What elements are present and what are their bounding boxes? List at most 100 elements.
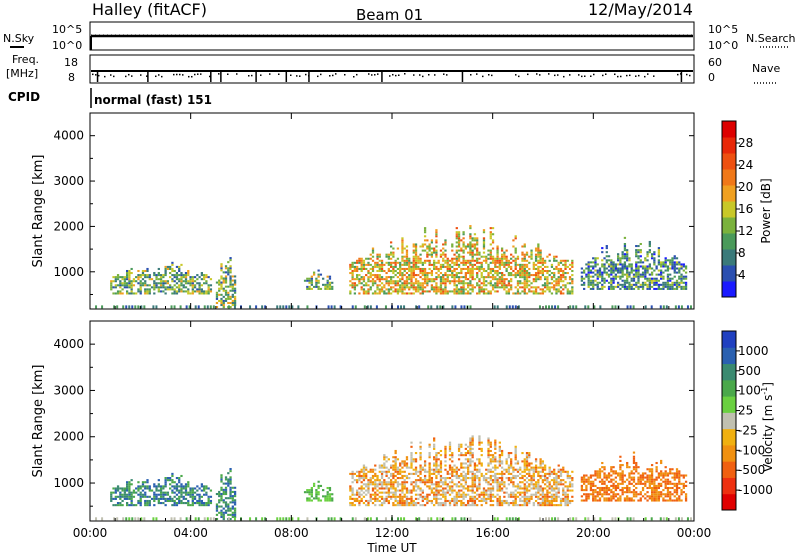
velocity-echo-cell [596,486,599,490]
power-echo-cell [435,255,438,258]
power-echo-cell [360,267,363,270]
velocity-echo-cell [403,499,406,503]
velocity-echo-cell [229,497,232,500]
power-echo-cell [166,265,170,268]
power-echo-cell [673,265,676,268]
power-echo-cell [360,261,363,264]
power-echo-cell [362,265,366,268]
velocity-echo-cell [491,456,495,459]
velocity-echo-cell [657,491,661,494]
velocity-echo-cell [442,491,445,494]
velocity-echo-cell [514,458,517,461]
velocity-echo-cell [392,483,395,486]
velocity-echo-cell [367,499,370,503]
power-echo-cell [478,269,481,273]
power-echo-cell [326,281,329,284]
velocity-echo-cell [669,482,672,485]
velocity-echo-cell [200,483,203,486]
nave-dot [104,75,106,78]
power-ground-cell [194,305,197,309]
velocity-echo-cell [500,462,504,465]
velocity-echo-cell [521,460,524,463]
power-echo-cell [439,282,443,285]
power-echo-cell [594,263,597,266]
velocity-echo-cell [132,495,136,498]
velocity-echo-cell [514,449,517,453]
power-echo-cell [169,288,172,291]
power-echo-cell [403,259,406,262]
velocity-echo-cell [360,497,363,500]
velocity-echo-cell [546,499,549,503]
power-echo-cell [641,281,645,284]
velocity-echo-cell [523,493,526,496]
velocity-echo-cell [233,490,237,493]
velocity-echo-cell [505,458,508,461]
velocity-echo-cell [521,487,524,490]
velocity-echo-cell [601,461,604,465]
power-echo-cell [369,274,372,277]
power-echo-cell [464,288,467,291]
power-echo-cell [439,286,443,289]
velocity-echo-cell [675,468,679,471]
velocity-echo-cell [607,472,611,475]
power-echo-cell [419,286,422,289]
velocity-echo-cell [218,499,221,502]
power-echo-cell [666,259,670,262]
velocity-echo-cell [500,454,504,457]
velocity-echo-cell [224,478,228,481]
velocity-echo-cell [421,481,424,484]
power-echo-cell [476,257,479,260]
power-echo-cell [128,278,131,281]
velocity-echo-cell [383,462,386,465]
power-echo-cell [417,284,420,287]
power-echo-cell [648,273,651,276]
velocity-echo-cell [448,445,452,448]
velocity-echo-cell [421,489,424,492]
velocity-echo-cell [583,489,586,492]
velocity-echo-cell [619,495,622,498]
velocity-echo-cell [444,456,447,459]
velocity-echo-cell [220,515,223,518]
velocity-echo-cell [514,477,517,480]
power-echo-cell [448,267,452,270]
velocity-echo-cell [553,489,556,492]
power-echo-cell [215,306,219,309]
power-echo-cell [660,277,663,280]
power-echo-cell [403,255,406,258]
power-echo-cell [680,287,683,290]
power-ground-cell [152,305,155,309]
power-echo-cell [410,267,413,270]
velocity-echo-cell [224,490,228,493]
nave-dot [653,75,655,77]
power-echo-cell [496,249,499,252]
power-echo-cell [419,288,422,291]
velocity-echo-cell [521,481,524,484]
power-echo-cell [324,285,327,288]
power-echo-cell [471,249,474,252]
velocity-echo-cell [496,487,499,490]
power-echo-cell [559,290,563,293]
velocity-echo-cell [385,497,388,500]
velocity-echo-cell [480,462,483,465]
velocity-echo-cell [439,479,443,482]
velocity-echo-cell [466,452,470,455]
velocity-echo-cell [146,504,149,507]
power-echo-cell [555,280,558,283]
velocity-echo-cell [405,466,409,469]
velocity-echo-cell [412,504,415,507]
power-echo-cell [175,276,179,279]
power-ground-cell [575,305,578,309]
velocity-echo-cell [466,477,470,480]
velocity-echo-cell [414,502,418,505]
power-echo-cell [119,290,122,293]
velocity-echo-cell [494,443,497,446]
power-echo-cell [557,267,560,270]
power-echo-cell [498,276,501,279]
power-echo-cell [408,278,411,281]
power-echo-cell [419,267,422,270]
power-ground-cell [439,305,442,309]
power-echo-cell [660,265,663,268]
velocity-echo-cell [433,445,436,448]
power-echo-cell [405,251,409,254]
velocity-echo-cell [317,499,320,502]
